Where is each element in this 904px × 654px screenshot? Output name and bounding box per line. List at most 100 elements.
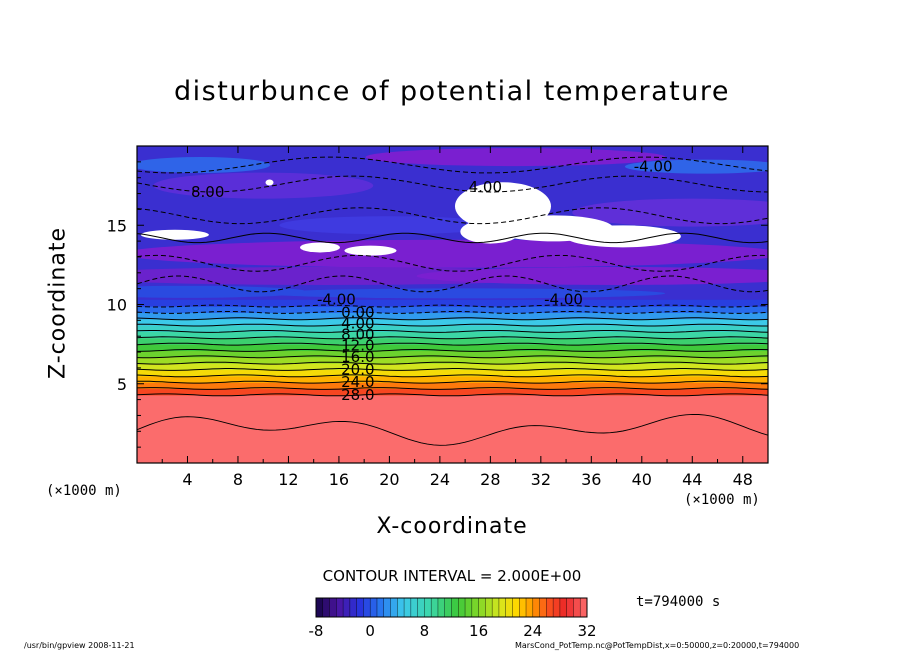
contour-label: -4.00 bbox=[317, 291, 356, 309]
colorbar-tick-label: -8 bbox=[309, 622, 324, 640]
y-axis-label: Z-coordinate bbox=[45, 227, 71, 379]
colorbar-segment bbox=[356, 598, 364, 617]
colorbar-segment bbox=[539, 598, 547, 617]
contour-line bbox=[137, 413, 768, 446]
colorbar-tick-label: 8 bbox=[420, 622, 430, 640]
colorbar-segment bbox=[451, 598, 459, 617]
colorbar-segment bbox=[580, 598, 588, 617]
x-tick-label: 48 bbox=[733, 470, 753, 489]
contour-line bbox=[137, 275, 768, 293]
colorbar-tick-label: 16 bbox=[469, 622, 488, 640]
white-region bbox=[299, 242, 340, 253]
upper-atmosphere-features bbox=[137, 148, 768, 299]
white-region bbox=[140, 229, 209, 240]
gradient-band bbox=[137, 337, 768, 345]
blue-layer bbox=[265, 288, 666, 299]
contour-line bbox=[137, 342, 768, 346]
colorbar-segment bbox=[404, 598, 412, 617]
contour-line bbox=[137, 368, 768, 371]
x-tick-label: 28 bbox=[480, 470, 500, 489]
x-tick-label: 8 bbox=[233, 470, 243, 489]
contour-label: 20.0 bbox=[341, 360, 374, 378]
colorbar-tick-label: 32 bbox=[577, 622, 596, 640]
gradient-band bbox=[137, 363, 768, 371]
footer-source: MarsCond_PotTemp.nc@PotTempDist,x=0:5000… bbox=[515, 641, 800, 650]
colorbar-segment bbox=[559, 598, 567, 617]
x-tick-label: 24 bbox=[430, 470, 450, 489]
temperature-bands bbox=[137, 299, 768, 463]
x-tick-label: 44 bbox=[682, 470, 702, 489]
contour-label: -4.00 bbox=[634, 158, 673, 176]
chart-title: disturbunce of potential temperature bbox=[174, 76, 730, 107]
x-tick-label: 40 bbox=[632, 470, 652, 489]
contour-line bbox=[137, 336, 768, 340]
colorbar-segment bbox=[349, 598, 357, 617]
contour-labels: 4.008.00-4.00-4.00-4.000.004.008.0012.01… bbox=[191, 158, 673, 404]
gradient-band bbox=[137, 375, 768, 383]
gradient-band bbox=[137, 388, 768, 396]
contour-label: 12.0 bbox=[341, 337, 374, 355]
colorbar-frame bbox=[315, 597, 588, 618]
white-region bbox=[344, 245, 397, 256]
x-unit-label-left: (×1000 m) bbox=[46, 483, 122, 499]
purple-patch bbox=[153, 172, 374, 199]
surface-layer bbox=[137, 394, 768, 463]
colorbar-segment bbox=[424, 598, 432, 617]
purple-patch bbox=[572, 198, 768, 227]
contour-line bbox=[137, 156, 768, 174]
colorbar-segment bbox=[532, 598, 540, 617]
contour-line bbox=[137, 393, 768, 397]
colorbar-segment bbox=[471, 598, 479, 617]
blue-layer bbox=[137, 285, 308, 298]
contour-line bbox=[137, 374, 768, 378]
x-tick-label: 4 bbox=[182, 470, 192, 489]
white-region bbox=[564, 225, 681, 248]
x-tick-label: 36 bbox=[581, 470, 601, 489]
colorbar-segment bbox=[458, 598, 466, 617]
colorbar-segment bbox=[546, 598, 554, 617]
colorbar-segment bbox=[336, 598, 344, 617]
gradient-band bbox=[137, 299, 768, 307]
x-tick-label: 16 bbox=[329, 470, 349, 489]
colorbar-segment bbox=[512, 598, 520, 617]
plot-area bbox=[137, 146, 768, 463]
colorbar-segment bbox=[573, 598, 581, 617]
colorbar-segment bbox=[370, 598, 378, 617]
white-region bbox=[265, 179, 274, 186]
colorbar-segment bbox=[329, 598, 337, 617]
gradient-band bbox=[137, 325, 768, 333]
x-axis: 4 8 12 16 20 24 28 32 36 40 44 48 bbox=[161, 146, 769, 489]
gradient-band bbox=[137, 344, 768, 352]
colorbar: -8 0 8 16 24 32 bbox=[309, 597, 597, 640]
gradient-band bbox=[137, 331, 768, 339]
contour-label: 24.0 bbox=[341, 373, 374, 391]
colorbar-segment bbox=[519, 598, 527, 617]
white-region bbox=[460, 219, 521, 244]
colorbar-segment bbox=[363, 598, 371, 617]
y-tick-label: 5 bbox=[117, 375, 127, 394]
contour-label: 4.00 bbox=[469, 178, 502, 196]
footer-program: /usr/bin/gpview 2008-11-21 bbox=[24, 641, 135, 650]
gradient-band bbox=[137, 312, 768, 320]
y-tick-label: 15 bbox=[107, 216, 127, 235]
colorbar-segment bbox=[410, 598, 418, 617]
purple-layer bbox=[416, 266, 768, 285]
blue-patch bbox=[624, 159, 768, 174]
x-tick-label: 20 bbox=[379, 470, 399, 489]
blue-patch bbox=[279, 216, 500, 235]
colorbar-segment bbox=[526, 598, 534, 617]
y-tick-label: 10 bbox=[107, 296, 127, 315]
contour-line bbox=[137, 207, 768, 225]
purple-layer bbox=[137, 239, 768, 268]
colorbar-segment bbox=[437, 598, 446, 617]
contour-line bbox=[137, 330, 768, 333]
gradient-band bbox=[137, 318, 768, 326]
contour-label: -4.00 bbox=[544, 291, 583, 309]
gradient-band bbox=[137, 369, 768, 377]
contour-line bbox=[137, 304, 768, 308]
colorbar-segment bbox=[444, 598, 452, 617]
colorbar-segment bbox=[343, 598, 351, 617]
colorbar-segment bbox=[322, 598, 330, 617]
contour-line bbox=[137, 355, 768, 359]
